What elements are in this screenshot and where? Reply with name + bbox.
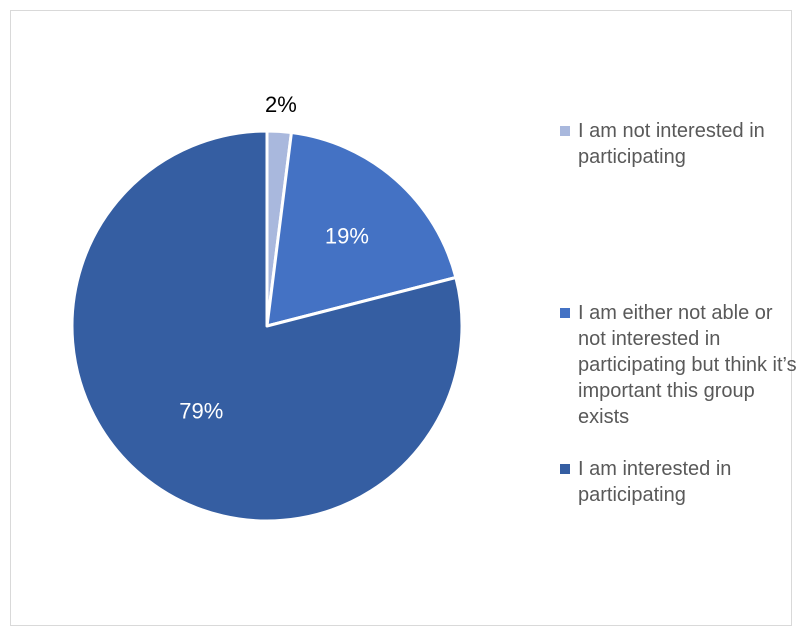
slice-data-label: 2% [265,92,297,117]
legend-label: I am not interested in participating [578,120,765,168]
legend-item-interested: I am interested in participating [560,456,798,508]
slice-data-label: 79% [179,399,223,424]
legend-swatch [560,126,570,136]
pie-slice [265,131,458,328]
legend-label: I am interested in participating [578,458,732,506]
legend-label: I am either not able or not interested i… [578,302,797,428]
legend-swatch [560,308,570,318]
slice-data-label: 19% [325,223,369,248]
legend-item-not-interested: I am not interested in participating [560,118,798,170]
pie-slice [70,129,464,523]
legend-item-not-able-but-important: I am either not able or not interested i… [560,300,798,430]
legend-swatch [560,464,570,474]
